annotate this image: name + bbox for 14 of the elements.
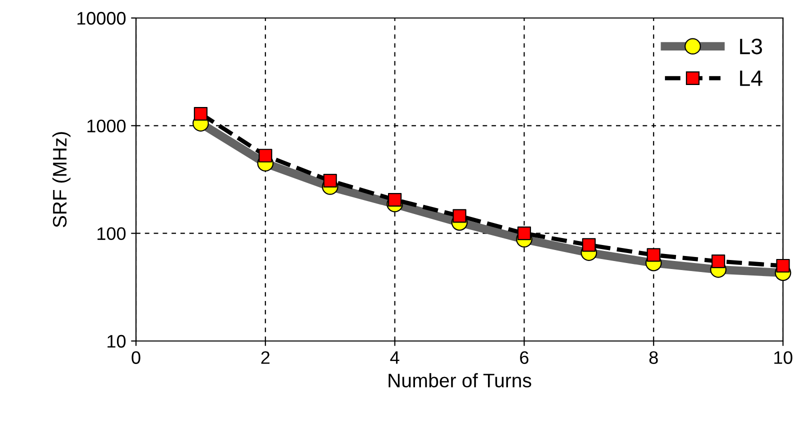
y-axis-title: SRF (MHz) [52,132,71,228]
x-tick-label: 0 [132,351,140,364]
legend-label: L3 [740,38,762,54]
y-tick-label: 10000 [77,12,126,25]
x-axis-title: Number of Turns [388,373,532,388]
y-tick-label: 1000 [87,120,126,132]
x-tick-label: 10 [774,351,792,364]
legend-label: L4 [740,70,762,86]
x-tick-label: 4 [390,351,400,364]
y-tick-label: 10 [108,334,126,348]
x-tick-label: 6 [520,351,528,364]
x-tick-label: 8 [649,351,658,364]
y-tick-label: 100 [98,227,126,240]
x-tick-label: 2 [261,351,270,364]
